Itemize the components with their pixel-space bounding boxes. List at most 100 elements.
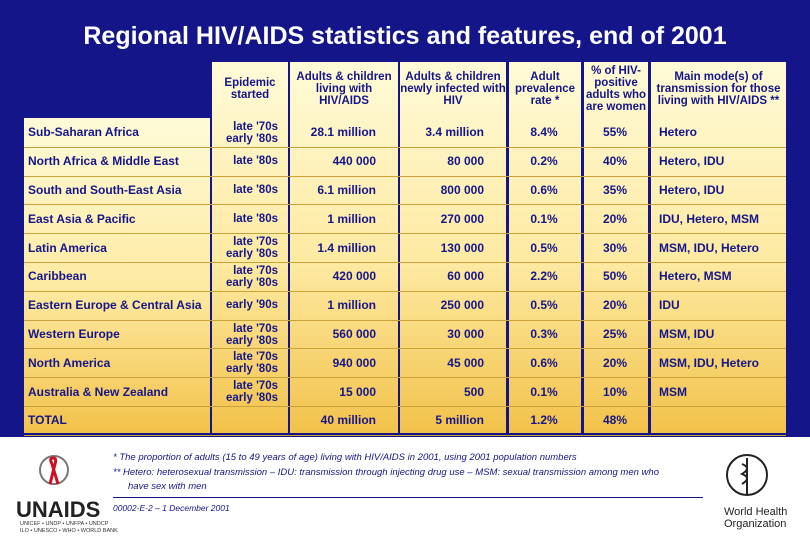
cell: 0.6% [530, 355, 558, 370]
started: late '70s [233, 380, 278, 393]
column-header: Adults & children living with HIV/AIDS [296, 71, 392, 107]
cell: MSM, IDU, Hetero [659, 355, 760, 370]
footnote: ** Hetero: heterosexual transmission – I… [113, 467, 659, 478]
cell: 28.1 million [310, 125, 376, 140]
cell: 60 000 [447, 269, 484, 284]
region: South and South-East Asia [28, 182, 182, 197]
divider [113, 497, 703, 498]
footnote: have sex with men [128, 481, 207, 492]
column-bg [509, 62, 581, 433]
cell: 40 million [320, 413, 376, 428]
cell: 50% [602, 269, 628, 284]
started: late '70s [233, 121, 278, 133]
cell: Hetero, MSM [659, 269, 732, 284]
cell: Hetero, IDU [659, 182, 725, 197]
column-bg [24, 118, 210, 433]
row-line [24, 233, 786, 235]
cell: 0.5% [530, 240, 558, 255]
started: early '80s [226, 392, 278, 405]
cell: 270 000 [440, 211, 484, 226]
cell: 35% [602, 182, 628, 197]
cell: 15 000 [339, 384, 376, 399]
started: early '90s [226, 299, 278, 312]
cell: 0.1% [530, 211, 558, 226]
cell: 0.5% [530, 298, 558, 313]
region: Australia & New Zealand [28, 384, 169, 399]
who-name: Organization [724, 518, 787, 530]
started: late '70s [233, 236, 278, 249]
who-name: World Health [724, 506, 788, 518]
cell: 1 million [327, 298, 376, 313]
column-header: Adult prevalence rate * [514, 71, 576, 107]
cell: 40% [602, 154, 628, 169]
column-header: Epidemic started [224, 77, 276, 101]
region: Caribbean [28, 269, 87, 284]
cell: 0.3% [530, 326, 558, 341]
cell: 80 000 [447, 154, 484, 169]
cell: 20% [602, 211, 628, 226]
cell: IDU, Hetero, MSM [659, 211, 760, 226]
row-line [24, 406, 786, 407]
row-line [24, 146, 786, 148]
row-line [24, 348, 786, 350]
column-bg [212, 62, 288, 433]
cell: 420 000 [332, 269, 376, 284]
cell: 250 000 [440, 298, 484, 313]
cell: 2.2% [530, 269, 558, 284]
started: late '80s [233, 212, 278, 225]
region: Sub-Saharan Africa [28, 125, 139, 140]
cell: 130 000 [440, 240, 484, 255]
cell: MSM, IDU, Hetero [659, 240, 760, 255]
cell: 25% [602, 326, 628, 341]
cell: Hetero [659, 125, 698, 140]
cell: 1 million [327, 211, 376, 226]
code: 00002-E-2 – 1 December 2001 [113, 503, 230, 513]
row-line [24, 377, 786, 379]
started: early '80s [226, 363, 278, 376]
cell: 0.2% [530, 154, 558, 169]
started: late '80s [233, 184, 278, 196]
cell: 55% [602, 125, 628, 140]
cell: 45 000 [447, 355, 484, 370]
column-header: Main mode(s) of transmission for those l… [656, 71, 781, 107]
cell: MSM [659, 384, 687, 399]
cell: 1.4 million [317, 240, 376, 255]
started: early '80s [226, 334, 278, 347]
cell: IDU [659, 298, 680, 313]
row-line [24, 434, 786, 436]
globe [726, 454, 768, 496]
unaids-logo [39, 455, 69, 485]
row-line [24, 175, 786, 177]
ribbon [48, 456, 60, 485]
column-bg [584, 62, 648, 433]
started: late '70s [233, 351, 278, 364]
cell: 6.1 million [317, 182, 376, 197]
cell: 48% [602, 413, 628, 428]
cell: 30% [602, 240, 628, 255]
row-line [24, 204, 786, 206]
cell: 0.6% [530, 182, 558, 197]
row-line [24, 262, 786, 263]
unaids-line: ILO • UNESCO • WHO • WORLD BANK [20, 528, 118, 534]
cell: 10% [602, 384, 628, 399]
globe [39, 455, 69, 485]
started: late '80s [233, 155, 278, 168]
region: Eastern Europe & Central Asia [28, 298, 202, 313]
cell: 30 000 [447, 326, 484, 341]
started: early '80s [226, 248, 278, 261]
row-line [24, 290, 786, 292]
cell: 800 000 [440, 182, 484, 197]
footnote: * The proportion of adults (15 to 49 yea… [113, 452, 577, 463]
started: early '80s [226, 133, 278, 145]
unaids-line: UNICEF • UNDP • UNFPA • UNDCP [20, 521, 109, 527]
column-header: % of HIV-positive adults who are women [585, 65, 647, 113]
region: Western Europe [28, 326, 120, 341]
cell: 20% [602, 355, 628, 370]
cell: 1.2% [530, 413, 558, 428]
column-bg [290, 62, 398, 433]
who-logo [726, 454, 768, 496]
region: Latin America [28, 240, 107, 255]
started: late '70s [233, 322, 278, 335]
region: North America [28, 355, 111, 370]
